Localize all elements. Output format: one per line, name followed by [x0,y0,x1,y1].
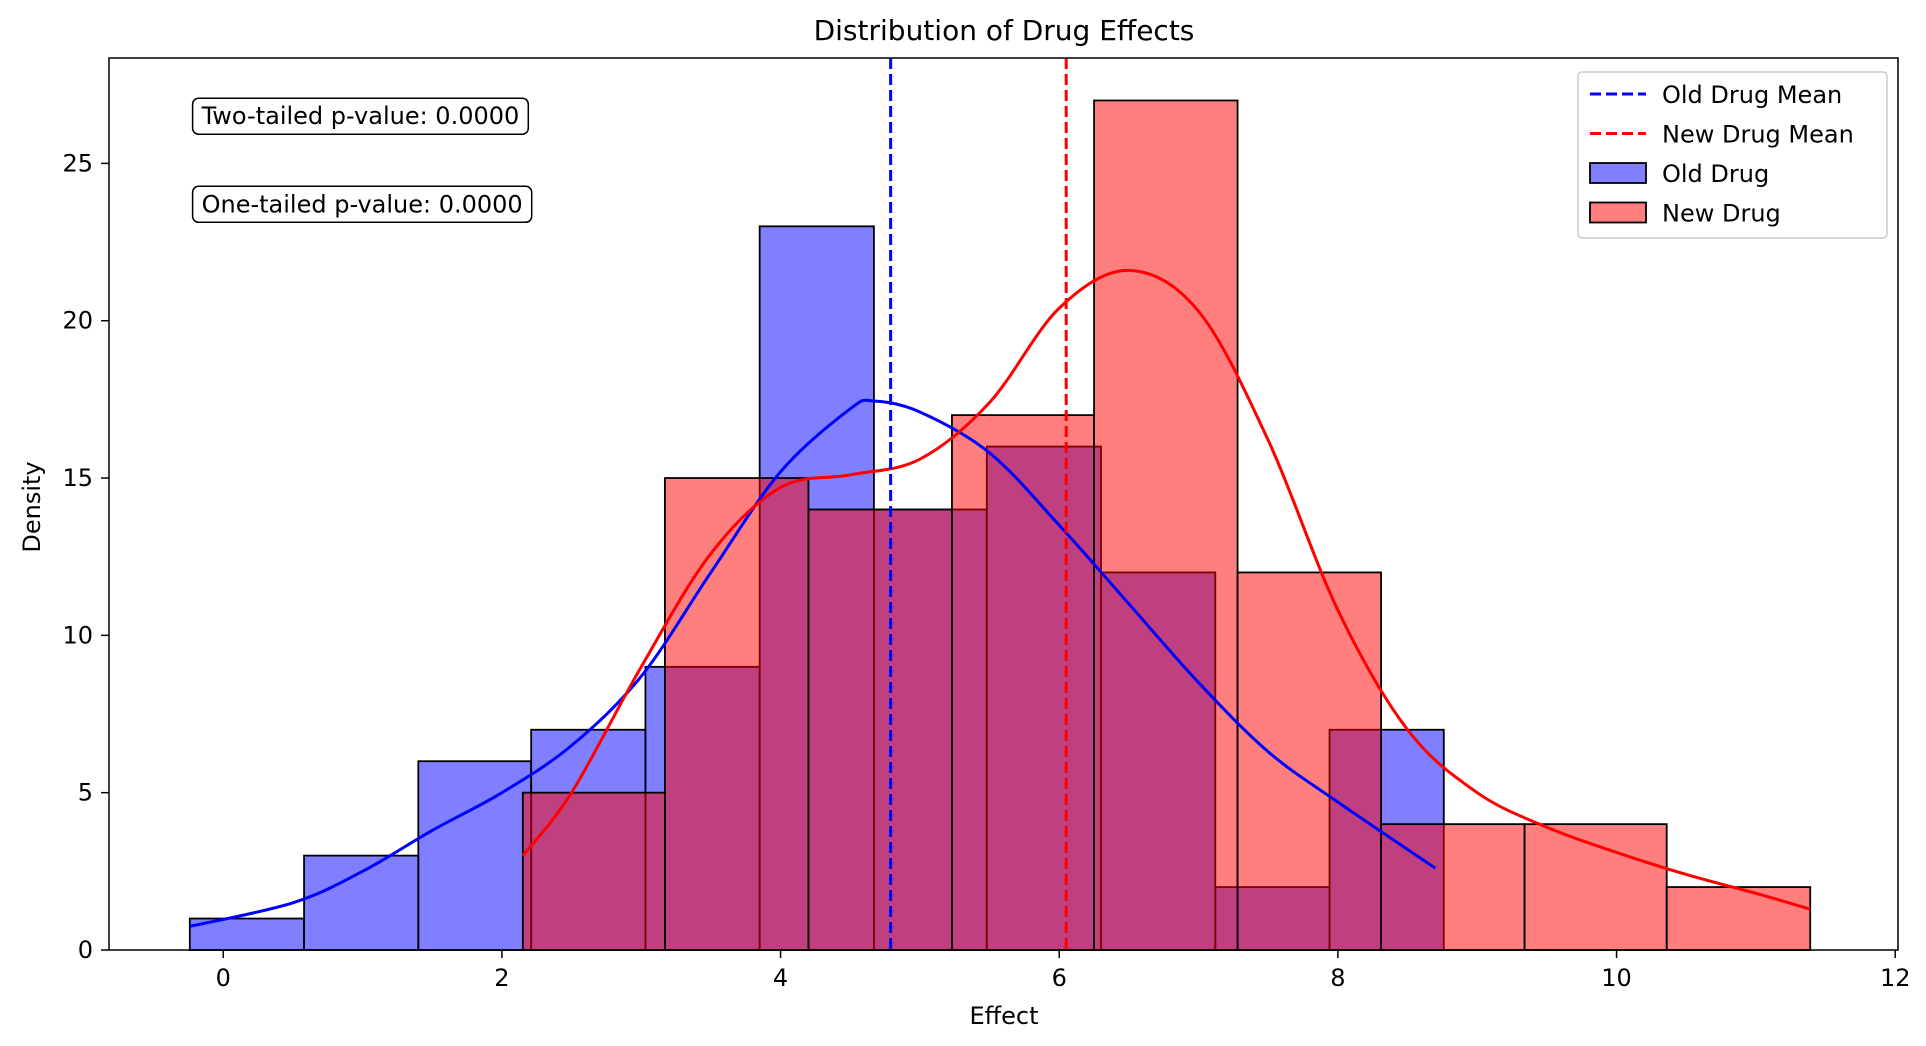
new-drug-bar [1523,823,1668,951]
legend: Old Drug Mean New Drug Mean Old Drug New Dr… [1577,71,1888,239]
x-tick-label: 0 [216,964,231,992]
y-tick-label: 20 [62,307,93,335]
y-tick-label: 5 [78,779,93,807]
legend-frame [1577,71,1888,239]
legend-label-old-drug-mean: Old Drug Mean [1662,81,1842,109]
x-tick-label: 8 [1330,964,1345,992]
annotation-box [191,97,530,135]
legend-label-old-drug: Old Drug [1662,160,1769,188]
new-drug-bar [1236,571,1382,951]
new-drug-kde-line [521,268,1811,911]
new-drug-bar [521,791,666,951]
y-tick-label: 10 [62,621,93,649]
x-axis-label: Effect [969,1002,1038,1030]
x-tick-label: 6 [1052,964,1067,992]
old-drug-bar [303,854,420,951]
annotation-box [191,185,533,224]
new-drug-bar [1093,99,1239,951]
p-value-annotation: One-tailed p-value: 0.0000 [202,190,523,218]
plot-frame [108,57,1899,951]
annotations: Two-tailed p-value: 0.0000 One-tailed p-v… [191,97,533,224]
y-tick-label: 0 [78,936,93,964]
old-drug-kde-line [189,398,1437,928]
new-drug-bar [807,508,953,951]
y-axis-ticks: 0 5 10 15 20 25 [62,149,109,964]
chart-title: Distribution of Drug Effects [814,14,1195,47]
y-tick-label: 15 [62,464,93,492]
new-drug-bar [1380,823,1526,951]
legend-label-new-drug: New Drug [1662,200,1781,228]
legend-swatch-old-drug [1589,162,1647,184]
y-tick-label: 25 [62,149,93,177]
y-axis-label: Density [18,461,46,552]
kde-curves [189,268,1811,928]
p-value-annotation: Two-tailed p-value: 0.0000 [201,102,520,130]
legend-label-new-drug-mean: New Drug Mean [1662,121,1854,149]
mean-lines [889,58,1068,950]
new-drug-bar [1665,886,1812,951]
x-axis-ticks: 0 2 4 6 8 10 12 [216,950,1911,992]
x-tick-label: 12 [1880,964,1911,992]
x-tick-label: 10 [1601,964,1632,992]
x-tick-label: 2 [494,964,509,992]
x-tick-label: 4 [773,964,788,992]
legend-swatch-new-drug [1589,201,1647,224]
new-drug-bar [664,477,810,951]
new-drug-bars [521,99,1812,951]
new-drug-bar [951,414,1095,951]
old-drug-bar [417,760,533,951]
